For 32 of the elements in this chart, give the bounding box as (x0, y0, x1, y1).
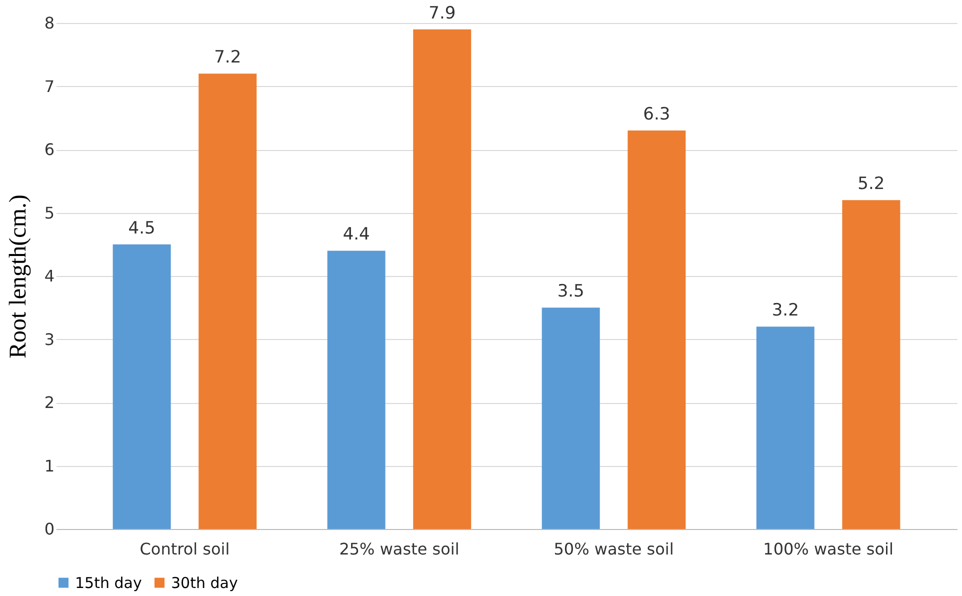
bar (198, 74, 257, 529)
data-label: 4.4 (342, 224, 370, 245)
x-tick-label: 50% waste soil (554, 540, 674, 558)
legend-label: 15th day (75, 574, 142, 592)
data-label: 5.2 (858, 174, 885, 194)
bar (327, 250, 386, 529)
y-tick-label: 8 (44, 14, 54, 32)
y-tick-label: 4 (44, 266, 54, 286)
y-axis-title: Root length(cm.) (5, 194, 32, 358)
y-tick-label: 0 (44, 520, 54, 538)
bar (756, 326, 814, 529)
bar (842, 200, 900, 529)
legend-label: 30th day (171, 574, 238, 592)
data-label: 7.2 (214, 48, 242, 68)
data-label: 7.9 (428, 3, 456, 24)
x-tick-label: 25% waste soil (339, 540, 460, 558)
data-label: 3.2 (772, 300, 799, 321)
bar (628, 130, 686, 529)
y-tick-label: 6 (44, 140, 54, 159)
y-tick-label: 5 (44, 203, 54, 222)
x-tick-label: Control soil (140, 540, 230, 558)
data-label: 6.3 (643, 104, 670, 125)
y-tick-label: 1 (44, 456, 54, 476)
data-label: 4.5 (128, 218, 156, 238)
bar (112, 244, 171, 529)
y-tick-label: 2 (44, 393, 54, 412)
x-tick-label: 100% waste soil (763, 540, 894, 558)
y-tick-label: 3 (44, 330, 54, 349)
data-label: 3.5 (557, 282, 584, 302)
bar (542, 308, 600, 529)
y-tick-label: 7 (44, 76, 54, 96)
bar (413, 29, 472, 529)
